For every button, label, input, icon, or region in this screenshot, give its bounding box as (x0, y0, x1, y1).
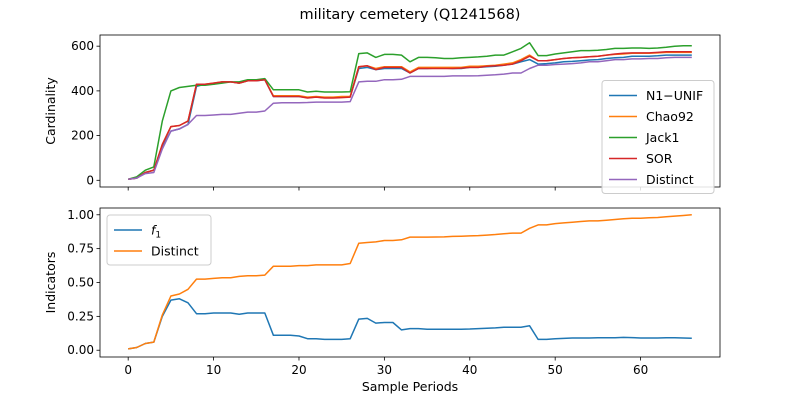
y-tick-label: 400 (71, 84, 94, 98)
legend-subscript: 1 (155, 231, 161, 241)
legend-name: Jack1 (645, 130, 679, 145)
y-tick-label: 0.25 (67, 309, 94, 323)
y-tick-label: 0.00 (67, 343, 94, 357)
legend-name: N1−UNIF (646, 88, 703, 103)
indicators-panel: 0.00 0.25 0.50 0.75 1.00 0 10 20 30 40 50 60 Indicat… (43, 207, 721, 394)
legend-label-4: Distinct (646, 172, 694, 187)
legend-box (106, 214, 212, 266)
figure-title: military cemetery (Q1241568) (300, 7, 521, 23)
legend-name: f (151, 223, 157, 238)
x-tick-label: 60 (633, 363, 648, 377)
legend: N1−UNIF Chao92 Jack1 SOR Distinct (601, 80, 715, 194)
legend-label-2: Jack1 (645, 130, 679, 145)
series-line-3 (128, 51, 692, 180)
x-tick-label: 40 (462, 363, 477, 377)
x-tick-label: 0 (124, 363, 132, 377)
x-tick-label: 50 (548, 363, 563, 377)
series-line-2 (128, 42, 692, 180)
series-line-4 (128, 56, 692, 180)
x-axis-label: Sample Periods (362, 379, 458, 394)
legend-label-3: SOR (646, 151, 673, 166)
cardinality-panel: 0 200 400 600 Cardinality N1−UNIF Chao92 Jack1 S… (43, 34, 721, 194)
legend-label-1: Chao92 (646, 109, 694, 124)
x-tick-label: 20 (291, 363, 306, 377)
legend-label-0: N1−UNIF (646, 88, 703, 103)
legend-name: SOR (646, 151, 673, 166)
legend-label-0: f1 (151, 223, 161, 241)
x-tick-label: 30 (377, 363, 392, 377)
series-line-1 (128, 214, 692, 350)
y-tick-label: 0 (86, 173, 94, 187)
legend-label-1: Distinct (151, 244, 199, 259)
y-tick-label: 0.50 (67, 276, 94, 290)
y-axis-label: Indicators (43, 252, 58, 314)
legend-box (601, 80, 715, 194)
y-tick-label: 1.00 (67, 208, 94, 222)
legend-name: Chao92 (646, 109, 694, 124)
x-tick-label: 10 (206, 363, 221, 377)
legend-name: Distinct (646, 172, 694, 187)
series-line-0 (128, 298, 692, 350)
y-tick-label: 0.75 (67, 242, 94, 256)
plot-frame (99, 34, 721, 188)
y-tick-label: 200 (71, 129, 94, 143)
y-tick-label: 600 (71, 39, 94, 53)
y-axis-label: Cardinality (43, 77, 58, 145)
legend: f1 Distinct (106, 214, 212, 266)
legend-name: Distinct (151, 244, 199, 259)
